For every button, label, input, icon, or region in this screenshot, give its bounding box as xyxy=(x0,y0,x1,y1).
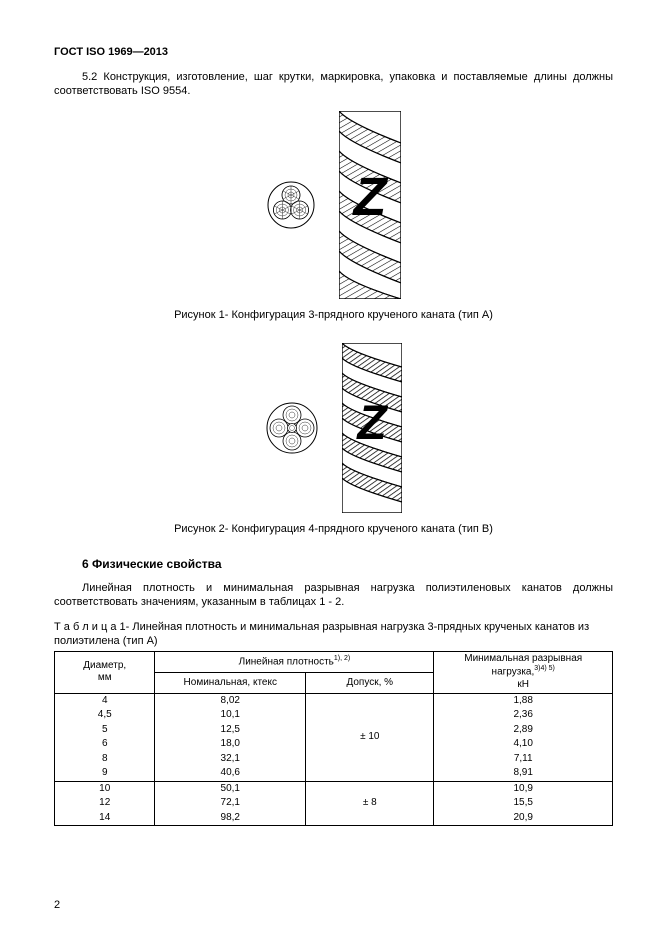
cell-load: 8,91 xyxy=(434,766,613,781)
table-row: 1050,1± 810,9 xyxy=(55,781,613,796)
cell-tolerance: ± 8 xyxy=(306,781,434,826)
cell-load: 20,9 xyxy=(434,811,613,826)
para-5-2-text: Конструкция, изготовление, шаг крутки, м… xyxy=(54,71,613,97)
cell-nominal: 40,6 xyxy=(155,766,306,781)
cell-nominal: 50,1 xyxy=(155,781,306,796)
cross-section-4strand-icon xyxy=(266,402,318,454)
figure-1: Z Рисунок 1- Конфигурация 3-прядного кру… xyxy=(54,111,613,337)
cell-diameter: 14 xyxy=(55,811,155,826)
col-diameter: Диаметр,мм xyxy=(55,651,155,693)
cell-nominal: 8,02 xyxy=(155,693,306,708)
cross-section-3strand-icon xyxy=(267,181,315,229)
col-load: Минимальная разрывная нагрузка,3)4) 5)кН xyxy=(434,651,613,693)
cell-nominal: 72,1 xyxy=(155,796,306,811)
rope-4strand-icon: Z xyxy=(342,343,402,513)
cell-nominal: 12,5 xyxy=(155,723,306,738)
col-nominal: Номинальная, ктекс xyxy=(155,673,306,693)
cell-load: 1,88 xyxy=(434,693,613,708)
cell-load: 10,9 xyxy=(434,781,613,796)
cell-diameter: 12 xyxy=(55,796,155,811)
cell-nominal: 18,0 xyxy=(155,737,306,752)
table-header-row-1: Диаметр,мм Линейная плотность1), 2) Мини… xyxy=(55,651,613,673)
cell-load: 15,5 xyxy=(434,796,613,811)
paragraph-5-2: 5.2 Конструкция, изготовление, шаг крутк… xyxy=(54,70,613,99)
para-5-2-number: 5.2 xyxy=(82,71,97,83)
figure-2: Z Рисунок 2- Конфигурация 4-прядного кру… xyxy=(54,343,613,551)
cell-nominal: 98,2 xyxy=(155,811,306,826)
cell-diameter: 4,5 xyxy=(55,708,155,723)
cell-nominal: 10,1 xyxy=(155,708,306,723)
page: ГОСТ ISO 1969—2013 5.2 Конструкция, изго… xyxy=(0,0,661,935)
cell-diameter: 4 xyxy=(55,693,155,708)
col-density: Линейная плотность1), 2) xyxy=(155,651,434,673)
cell-load: 4,10 xyxy=(434,737,613,752)
figure-1-caption: Рисунок 1- Конфигурация 3-прядного круче… xyxy=(174,309,493,321)
cell-diameter: 5 xyxy=(55,723,155,738)
cell-load: 2,89 xyxy=(434,723,613,738)
cell-diameter: 6 xyxy=(55,737,155,752)
table-row: 48,02± 101,88 xyxy=(55,693,613,708)
col-tolerance: Допуск, % xyxy=(306,673,434,693)
figure-1-graphics: Z xyxy=(267,111,401,299)
page-number: 2 xyxy=(54,899,60,911)
section-6-title: 6 Физические свойства xyxy=(82,557,613,571)
cell-nominal: 32,1 xyxy=(155,752,306,767)
rope-3strand-icon: Z xyxy=(339,111,401,299)
cell-diameter: 8 xyxy=(55,752,155,767)
figure-2-graphics: Z xyxy=(266,343,402,513)
document-header: ГОСТ ISO 1969—2013 xyxy=(54,46,613,58)
section-6-para: Линейная плотность и минимальная разрывн… xyxy=(54,581,613,610)
table-1: Диаметр,мм Линейная плотность1), 2) Мини… xyxy=(54,651,613,826)
figure-2-caption: Рисунок 2- Конфигурация 4-прядного круче… xyxy=(174,523,493,535)
cell-diameter: 9 xyxy=(55,766,155,781)
cell-diameter: 10 xyxy=(55,781,155,796)
svg-text:Z: Z xyxy=(355,397,388,450)
cell-load: 7,11 xyxy=(434,752,613,767)
table-1-caption: Т а б л и ц а 1- Линейная плотность и ми… xyxy=(54,621,613,649)
cell-tolerance: ± 10 xyxy=(306,693,434,781)
svg-text:Z: Z xyxy=(351,167,388,227)
cell-load: 2,36 xyxy=(434,708,613,723)
